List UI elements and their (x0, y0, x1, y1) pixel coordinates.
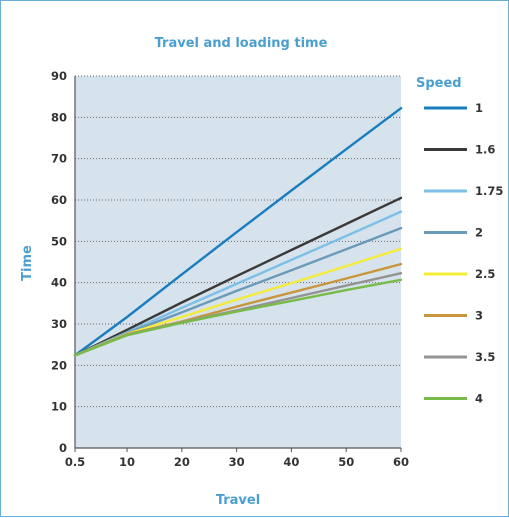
legend-label: 2 (475, 226, 483, 240)
y-tick-label: 30 (51, 317, 67, 331)
x-tick-label: 20 (174, 455, 190, 469)
legend-label: 3.5 (475, 350, 495, 364)
series-line-1 (73, 107, 403, 357)
x-tick-label: 30 (229, 455, 245, 469)
plot-area (75, 76, 401, 448)
y-tick-label: 60 (51, 193, 67, 207)
x-tick-label: 40 (283, 455, 299, 469)
y-tick-label: 70 (51, 152, 67, 166)
legend-label: 1.75 (475, 184, 503, 198)
series-lines (73, 107, 403, 357)
x-tick-label: 60 (393, 455, 409, 469)
x-axis-title: Travel (216, 493, 260, 508)
legend-label: 2.5 (475, 267, 495, 281)
legend-label: 1 (475, 101, 483, 115)
legend-label: 1.6 (475, 143, 495, 157)
legend-title: Speed (416, 76, 462, 91)
legend-label: 3 (475, 309, 483, 323)
legend-label: 4 (475, 392, 483, 406)
y-tick-label: 20 (51, 358, 67, 372)
chart-title: Travel and loading time (155, 36, 328, 51)
x-tick-label: 0.5 (65, 455, 85, 469)
y-tick-labels: 0 10 20 30 40 50 60 70 80 90 (51, 69, 67, 455)
legend: Speed 1 1.6 1.75 2 2.5 3 3.5 4 (416, 76, 503, 406)
y-axis-title: Time (20, 245, 35, 281)
y-tick-label: 90 (51, 69, 67, 83)
x-tick-label: 50 (338, 455, 354, 469)
y-tick-label: 50 (51, 234, 67, 248)
y-tick-label: 10 (51, 400, 67, 414)
y-tick-label: 40 (51, 276, 67, 290)
series-line-1.6 (73, 196, 403, 357)
axes (74, 76, 402, 452)
x-tick-label: 10 (119, 455, 135, 469)
y-tick-label: 80 (51, 110, 67, 124)
x-tick-labels: 0.5 10 20 30 40 50 60 (65, 455, 409, 469)
series-line-4 (73, 278, 403, 357)
y-tick-label: 0 (59, 441, 67, 455)
